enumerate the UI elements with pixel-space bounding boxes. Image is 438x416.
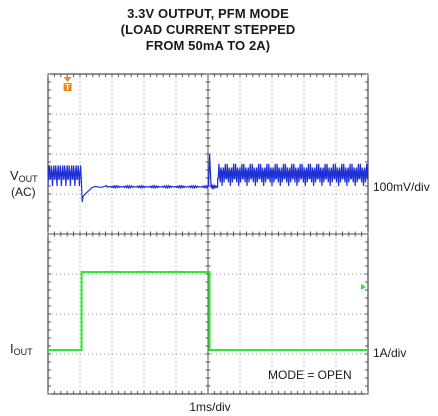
chart-title: 3.3V OUTPUT, PFM MODE (LOAD CURRENT STEP… <box>48 6 368 54</box>
vout-scale-label: 100mV/div <box>373 180 430 194</box>
mode-annotation: MODE = OPEN <box>268 368 352 382</box>
vout-coupling-label: (AC) <box>11 185 36 199</box>
title-line-1: 3.3V OUTPUT, PFM MODE <box>127 6 289 21</box>
iout-trace <box>48 271 368 351</box>
markers: T <box>63 77 366 290</box>
vout-label: VOUT <box>10 168 38 184</box>
title-line-3: FROM 50mA TO 2A) <box>145 38 271 53</box>
title-line-2: (LOAD CURRENT STEPPED <box>120 22 296 37</box>
level-marker <box>361 284 366 290</box>
grid <box>47 73 369 395</box>
iout-scale-label: 1A/div <box>373 346 407 360</box>
iout-label: IOUT <box>10 341 33 357</box>
traces <box>47 153 368 351</box>
trigger-box <box>63 83 72 91</box>
trigger-letter: T <box>65 83 70 92</box>
trigger-arrow <box>63 77 72 82</box>
x-axis-label: 1ms/div <box>189 400 231 414</box>
vout-trace <box>47 153 368 203</box>
